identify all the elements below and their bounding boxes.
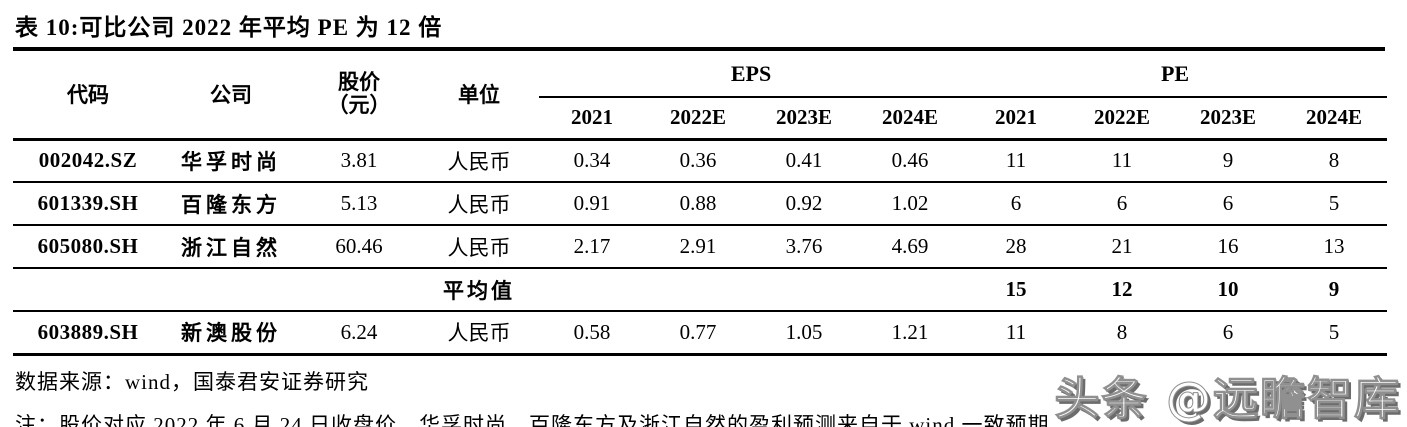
cell-eps-0: 0.34 — [573, 148, 611, 173]
cell-code — [13, 268, 163, 311]
cell-price: 3.81 — [340, 148, 378, 173]
header-eps-year-2023e: 2023E — [775, 105, 832, 130]
cell-eps-3: 1.21 — [891, 319, 929, 344]
header-company: 公司 — [210, 83, 252, 108]
cell-pe-2: 6 — [1222, 191, 1234, 215]
cell-pe-3: 5 — [1328, 319, 1340, 344]
header-eps-year-2024e: 2024E — [882, 105, 939, 130]
cell-eps-0 — [539, 268, 645, 311]
table-header: 代码 公司 股价 （元） 单位 EPS PE 2021 2022E 2023E … — [13, 51, 1388, 139]
cell-price: 6.24 — [340, 319, 378, 344]
cell-pe-0: 11 — [1005, 148, 1027, 173]
cell-pe-0: 11 — [1005, 319, 1027, 344]
cell-code: 603889.SH — [37, 319, 139, 344]
cell-price — [299, 268, 419, 311]
cell-eps-1: 0.36 — [679, 148, 717, 173]
cell-eps-3: 0.46 — [891, 148, 929, 173]
cell-average-label: 平均值 — [443, 278, 515, 303]
header-pe-year-2024e: 2024E — [1306, 105, 1363, 130]
cell-pe-1: 11 — [1111, 148, 1133, 173]
watermark: 头条 @远瞻智库 — [1054, 372, 1401, 426]
cell-pe-2: 9 — [1222, 148, 1234, 173]
cell-pe-3: 5 — [1328, 191, 1340, 215]
table-row: 603889.SH 新澳股份 6.24 人民币 0.58 0.77 1.05 1.21 11 8 6… — [13, 311, 1388, 354]
table-row: 605080.SH 浙江自然 60.46 人民币 2.17 2.91 3.76 4.69 28 2… — [13, 225, 1388, 268]
cell-eps-3 — [857, 268, 963, 311]
cell-eps-2 — [751, 268, 857, 311]
cell-eps-1: 0.88 — [679, 191, 717, 215]
cell-unit: 人民币 — [447, 235, 511, 260]
header-pe-group: PE — [963, 51, 1388, 98]
header-years-row: 2021 2022E 2023E 2024E 2021 2022E 2023E … — [13, 97, 1387, 139]
note: 注：股价对应 2022 年 6 月 24 日收盘价，华孚时尚、百隆东方及浙江自然… — [15, 412, 1050, 427]
cell-eps-1: 2.91 — [679, 234, 717, 258]
cell-unit: 人民币 — [447, 149, 511, 174]
cell-eps-2: 0.41 — [785, 148, 823, 173]
cell-eps-3: 1.02 — [891, 191, 929, 215]
cell-company: 百隆东方 — [181, 192, 281, 217]
header-pe-year-2022e: 2022E — [1094, 105, 1151, 130]
header-pe-year-2021: 2021 — [995, 105, 1038, 130]
header-eps-year-2021: 2021 — [571, 105, 613, 130]
header-group-row: 代码 公司 股价 （元） 单位 EPS PE — [13, 51, 1388, 117]
header-eps-group: EPS — [539, 51, 964, 98]
cell-eps-1: 0.77 — [679, 319, 717, 344]
cell-pe-0: 6 — [1010, 191, 1022, 215]
cell-eps-2: 0.92 — [785, 191, 823, 215]
cell-pe-1: 21 — [1111, 234, 1133, 258]
data-source: 数据来源：wind，国泰君安证券研究 — [15, 369, 369, 394]
cell-company — [163, 268, 299, 311]
cell-eps-0: 2.17 — [573, 234, 611, 258]
table-row-average: 平均值 15 12 10 9 — [13, 268, 1388, 311]
cell-code: 605080.SH — [37, 234, 139, 258]
cell-eps-0: 0.58 — [573, 319, 611, 344]
cell-pe-1: 8 — [1116, 319, 1128, 344]
cell-company: 浙江自然 — [181, 235, 281, 260]
cell-eps-1 — [645, 268, 751, 311]
cell-pe-1: 12 — [1111, 277, 1133, 301]
table-title: 表 10:可比公司 2022 年平均 PE 为 12 倍 — [13, 0, 1385, 51]
table-row: 601339.SH 百隆东方 5.13 人民币 0.91 0.88 0.92 1.02 6 6 6 5 — [13, 182, 1388, 225]
comparable-companies-table: 代码 公司 股价 （元） 单位 EPS PE 2021 2022E 2023E … — [13, 51, 1388, 356]
cell-eps-3: 4.69 — [891, 234, 929, 258]
table-body: 002042.SZ 华孚时尚 3.81 人民币 0.34 0.36 0.41 0.46 11 11… — [13, 139, 1388, 354]
cell-pe-0: 15 — [1005, 277, 1027, 301]
header-price: 股价 （元） — [299, 51, 419, 139]
cell-eps-2: 1.05 — [785, 319, 823, 344]
cell-price: 5.13 — [340, 191, 378, 215]
cell-eps-0: 0.91 — [573, 191, 611, 215]
table-row: 002042.SZ 华孚时尚 3.81 人民币 0.34 0.36 0.41 0.46 11 11… — [13, 139, 1388, 182]
cell-unit: 人民币 — [447, 321, 511, 346]
cell-eps-2: 3.76 — [785, 234, 823, 258]
cell-company: 华孚时尚 — [181, 149, 281, 174]
header-code: 代码 — [67, 83, 109, 108]
cell-unit: 人民币 — [447, 192, 511, 217]
header-eps-year-2022e: 2022E — [669, 105, 726, 130]
header-price-line2: （元） — [327, 93, 391, 118]
header-price-line1: 股价 — [338, 70, 380, 95]
header-pe-year-2023e: 2023E — [1200, 105, 1257, 130]
cell-pe-0: 28 — [1005, 234, 1027, 258]
cell-pe-3: 9 — [1328, 277, 1340, 301]
header-unit: 单位 — [458, 83, 500, 108]
cell-pe-3: 13 — [1323, 234, 1345, 258]
cell-company: 新澳股份 — [181, 321, 281, 346]
cell-pe-2: 16 — [1217, 234, 1239, 258]
cell-code: 601339.SH — [37, 191, 139, 215]
cell-code: 002042.SZ — [38, 148, 138, 173]
cell-pe-2: 10 — [1217, 277, 1239, 301]
cell-pe-3: 8 — [1328, 148, 1340, 173]
cell-price: 60.46 — [335, 234, 383, 258]
cell-pe-1: 6 — [1116, 191, 1128, 215]
cell-pe-2: 6 — [1222, 319, 1234, 344]
